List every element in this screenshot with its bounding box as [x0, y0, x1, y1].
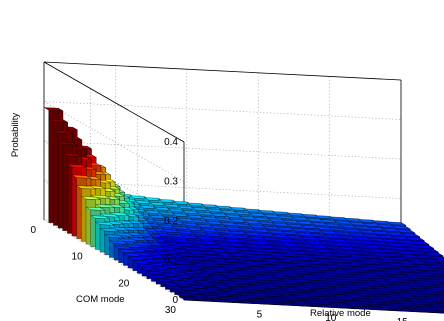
tick-labels: 00.10.20.30.40102030510152025: [30, 137, 409, 321]
z-tick-label: 0.3: [164, 177, 178, 188]
surface-bar-719: [441, 305, 444, 307]
z-tick-label: 0.1: [164, 256, 178, 267]
y-tick-label: 0: [30, 225, 36, 236]
surface-bar-699: [441, 297, 444, 300]
x-tick-label: 5: [257, 310, 263, 321]
x-tick-label: 10: [325, 313, 337, 321]
y-tick-label: 30: [165, 305, 177, 316]
z-tick-label: 0: [172, 295, 178, 306]
surface-bar-675: [441, 289, 444, 292]
surface-bar-728: [436, 310, 444, 314]
x-axis-label: Relative mode: [310, 308, 371, 319]
grid-line-z-4: [43, 61, 402, 143]
x-tick-label: 15: [397, 317, 409, 321]
frame-edge-2: [43, 61, 402, 81]
y-axis-label: COM mode: [76, 294, 125, 305]
y-tick-label: 20: [118, 278, 130, 289]
z-axis-label: Probability: [10, 113, 21, 158]
surface-mesh: [43, 107, 444, 314]
z-tick-label: 0.2: [164, 216, 178, 227]
frame-edge-1: [43, 61, 185, 143]
y-tick-label: 10: [72, 252, 84, 263]
z-tick-label: 0.4: [164, 137, 178, 148]
